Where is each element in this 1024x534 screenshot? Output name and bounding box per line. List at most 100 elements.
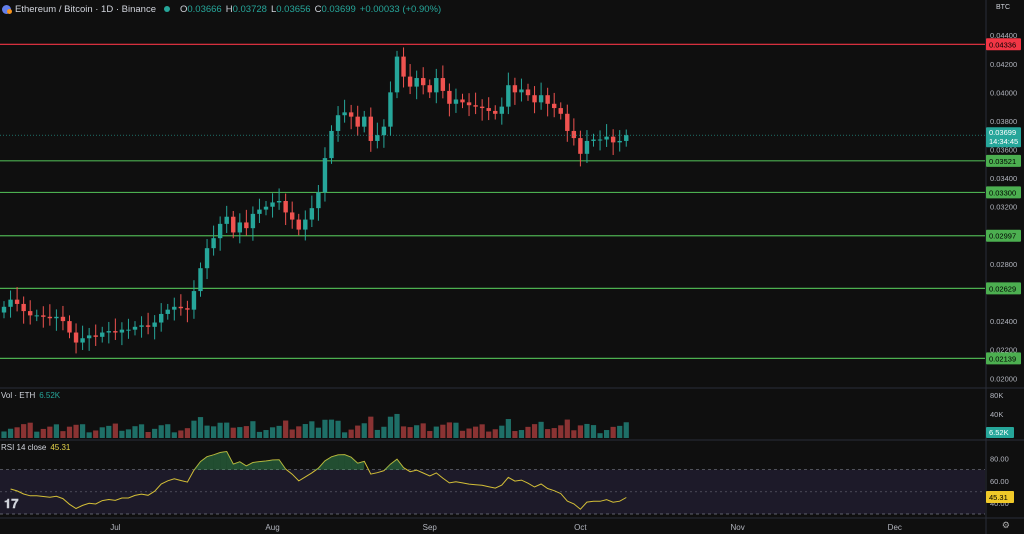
volume-bar bbox=[407, 427, 413, 438]
candle-body bbox=[244, 222, 249, 229]
low-label: L bbox=[270, 3, 277, 15]
volume-bar bbox=[21, 424, 27, 438]
volume-value: 6.52K bbox=[39, 391, 61, 400]
volume-bar bbox=[125, 429, 132, 438]
volume-bar bbox=[224, 422, 230, 438]
rsi-value-tag-label: 45.31 bbox=[989, 493, 1008, 502]
volume-bar bbox=[112, 423, 118, 438]
volume-bar bbox=[14, 427, 20, 438]
volume-bar bbox=[433, 426, 439, 438]
candle-body bbox=[80, 338, 85, 343]
volume-bar bbox=[368, 416, 374, 438]
price-tick-label: 0.03400 bbox=[990, 174, 1017, 183]
candle-body bbox=[427, 85, 432, 93]
volume-bar bbox=[152, 428, 158, 438]
volume-bar bbox=[617, 425, 623, 438]
price-tick-label: 0.02000 bbox=[990, 374, 1017, 383]
candle-body bbox=[401, 56, 406, 77]
tradingview-logo-icon[interactable]: 𝟏𝟕 bbox=[4, 496, 19, 511]
rsi-overbought-fill bbox=[233, 461, 240, 470]
candle-body bbox=[421, 78, 426, 86]
candle-body bbox=[381, 126, 387, 136]
candle-body bbox=[479, 106, 485, 109]
volume-bar bbox=[309, 421, 315, 438]
level-price-tag bbox=[986, 154, 1021, 167]
volume-bar bbox=[263, 430, 269, 438]
volume-tick-label: 40K bbox=[990, 410, 1003, 419]
candle-body bbox=[198, 268, 203, 292]
candle-body bbox=[126, 329, 131, 331]
rsi-overbought-fill bbox=[397, 459, 404, 470]
candle-body bbox=[322, 158, 328, 193]
countdown-label: 14:34:45 bbox=[989, 137, 1018, 146]
price-tick-label: 0.02200 bbox=[990, 346, 1017, 355]
candle-body bbox=[578, 138, 583, 154]
volume-bar bbox=[296, 426, 302, 438]
time-axis-label: Aug bbox=[265, 523, 279, 532]
volume-bar bbox=[145, 432, 151, 438]
volume-bar bbox=[60, 431, 66, 438]
currency-unit[interactable]: BTC bbox=[996, 4, 1010, 11]
candle-body bbox=[152, 322, 157, 327]
candle-body bbox=[172, 306, 177, 310]
volume-bar bbox=[374, 429, 380, 438]
rsi-header: RSI 14 close 45.31 bbox=[1, 443, 70, 452]
level-price-label: 0.02997 bbox=[989, 232, 1016, 241]
rsi-overbought-fill bbox=[331, 454, 339, 470]
price-tick-label: 0.04200 bbox=[990, 60, 1017, 69]
volume-bar bbox=[335, 420, 341, 438]
close-value: 0.03699 bbox=[321, 3, 356, 15]
price-tick-label: 0.02400 bbox=[990, 317, 1017, 326]
candle-body bbox=[552, 103, 557, 109]
candle-body bbox=[263, 206, 269, 210]
time-axis-label: Sep bbox=[423, 523, 438, 532]
candle-body bbox=[283, 201, 288, 213]
price-tick-label: 0.03200 bbox=[990, 203, 1017, 212]
rsi-overbought-fill bbox=[200, 456, 208, 470]
volume-bar bbox=[420, 423, 426, 438]
gear-icon[interactable]: ⚙ bbox=[1001, 520, 1010, 530]
volume-bar bbox=[361, 423, 367, 438]
candle-body bbox=[270, 202, 275, 207]
rsi-overbought-fill bbox=[338, 454, 345, 470]
volume-bar bbox=[250, 421, 256, 438]
candle-body bbox=[414, 78, 419, 87]
candle-body bbox=[73, 332, 79, 343]
candle-body bbox=[224, 216, 229, 224]
price-tick-label: 0.04400 bbox=[990, 31, 1017, 40]
volume-bar bbox=[165, 424, 171, 438]
candle-body bbox=[237, 222, 242, 233]
candle-body bbox=[28, 311, 33, 316]
market-status-icon bbox=[163, 6, 170, 12]
candle-body bbox=[610, 136, 616, 143]
close-label: C bbox=[314, 3, 322, 15]
candle-body bbox=[34, 315, 39, 317]
price-tick-label: 0.04000 bbox=[990, 88, 1017, 97]
volume-bar bbox=[184, 428, 190, 438]
rsi-overbought-fill bbox=[239, 461, 247, 470]
rsi-overbought-fill bbox=[390, 459, 397, 470]
volume-tick-label: 80K bbox=[990, 391, 1003, 400]
volume-bar bbox=[525, 426, 531, 438]
candle-body bbox=[132, 326, 138, 330]
price-tick-label: 0.03600 bbox=[990, 146, 1017, 155]
level-price-tag bbox=[986, 38, 1021, 51]
candle-body bbox=[453, 99, 459, 104]
candle-body bbox=[276, 201, 282, 203]
rsi-overbought-fill bbox=[266, 460, 273, 470]
candle-body bbox=[434, 78, 439, 93]
volume-bar bbox=[256, 431, 263, 438]
candle-body bbox=[447, 90, 452, 104]
rsi-tick-label: 60.00 bbox=[990, 477, 1009, 486]
time-axis-label: Dec bbox=[888, 523, 902, 532]
candle-body bbox=[440, 78, 446, 91]
volume-bar bbox=[197, 417, 204, 438]
rsi-overbought-fill bbox=[207, 454, 214, 470]
symbol-title[interactable]: Ethereum / Bitcoin · 1D · Binance bbox=[15, 3, 156, 15]
candle-body bbox=[67, 321, 72, 333]
volume-bar bbox=[269, 427, 276, 438]
candle-body bbox=[86, 335, 92, 339]
candle-body bbox=[54, 316, 59, 319]
volume-bar bbox=[446, 422, 452, 438]
